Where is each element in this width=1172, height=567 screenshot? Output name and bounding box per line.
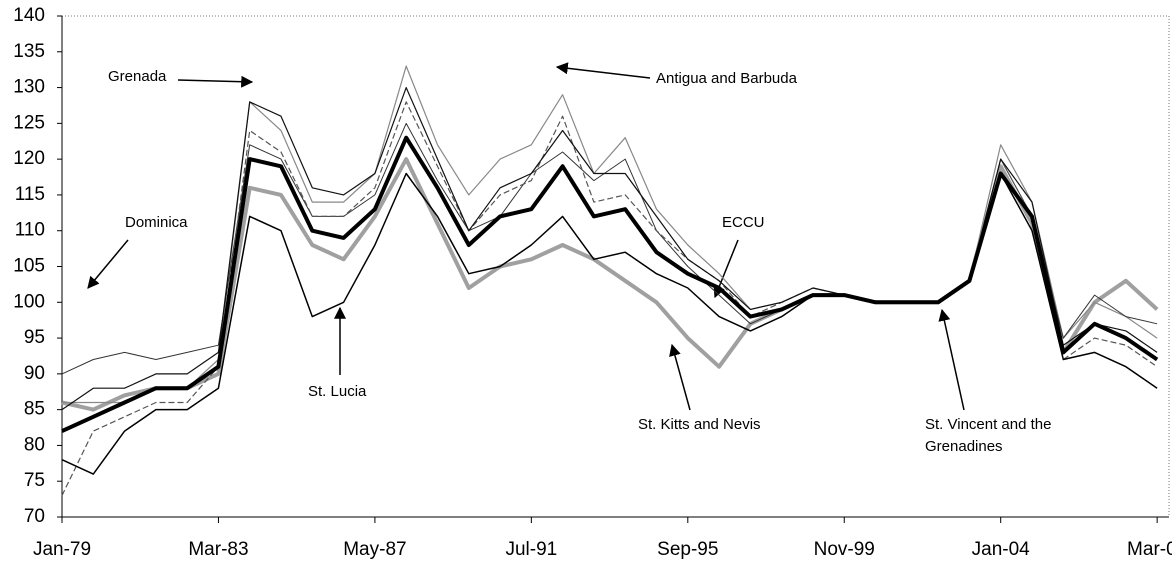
y-tick-label: 75 bbox=[24, 470, 45, 491]
x-tick-label: Mar-08 bbox=[1127, 539, 1172, 560]
y-tick-label: 70 bbox=[24, 506, 45, 527]
y-tick-label: 135 bbox=[13, 41, 45, 62]
series-line bbox=[62, 65, 1158, 404]
series-line bbox=[61, 101, 1158, 496]
x-tick-label: Jan-79 bbox=[33, 539, 91, 560]
annotation: Dominica bbox=[125, 214, 188, 231]
x-tick-label: Jul-91 bbox=[505, 539, 557, 560]
y-tick-label: 85 bbox=[24, 399, 45, 420]
y-tick-label: 115 bbox=[15, 184, 45, 205]
annotation: St. Vincent and the Grenadines bbox=[925, 416, 1052, 455]
y-tick-label: 110 bbox=[15, 220, 45, 241]
annotation: Grenada bbox=[108, 68, 167, 85]
annotation: St. Kitts and Nevis bbox=[638, 416, 761, 433]
y-tick-label: 130 bbox=[13, 77, 45, 98]
y-tick-label: 95 bbox=[24, 327, 45, 348]
annotation-arrows bbox=[87, 62, 965, 411]
x-tick-label: Sep-95 bbox=[657, 539, 718, 560]
y-tick-label: 140 bbox=[13, 5, 45, 26]
y-tick-label: 105 bbox=[13, 256, 45, 277]
x-tick-label: Jan-04 bbox=[972, 539, 1031, 560]
x-tick-label: Mar-83 bbox=[188, 539, 248, 560]
series-line bbox=[61, 135, 1159, 433]
annotation: St. Lucia bbox=[308, 383, 367, 400]
y-tick-label: 125 bbox=[13, 112, 45, 133]
y-tick-label: 90 bbox=[24, 363, 45, 384]
y-tick-label: 100 bbox=[13, 291, 45, 312]
annotation: ECCU bbox=[722, 214, 765, 231]
series-line bbox=[61, 87, 1158, 411]
annotation: Antigua and Barbuda bbox=[656, 70, 797, 87]
x-tick-label: Nov-99 bbox=[814, 539, 875, 560]
y-tick-label: 120 bbox=[13, 148, 45, 169]
x-tick-label: May-87 bbox=[343, 539, 406, 560]
y-tick-label: 80 bbox=[24, 434, 45, 455]
